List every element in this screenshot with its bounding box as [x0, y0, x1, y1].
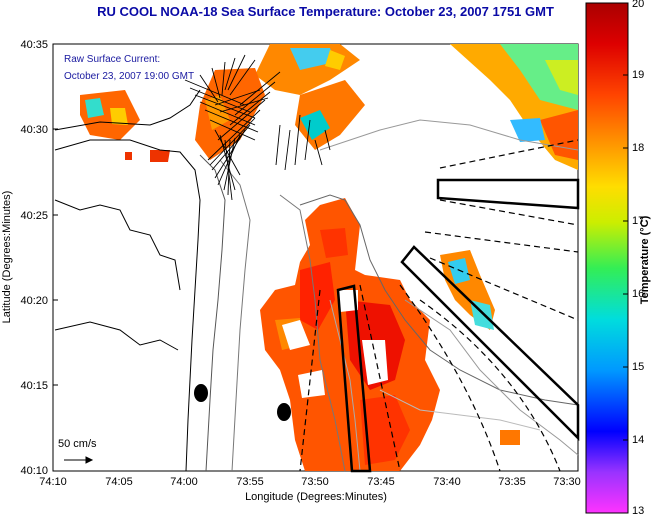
x-tick-label: 73:35	[498, 476, 526, 488]
y-ticks	[53, 43, 58, 472]
x-tick-label: 73:30	[553, 476, 581, 488]
scale-arrow	[64, 456, 94, 464]
colorbar-tick-label: 15	[632, 361, 644, 373]
annotation-line2: October 23, 2007 19:00 GMT	[64, 71, 194, 82]
x-tick-label: 73:50	[301, 476, 329, 488]
colorbar-ticks	[623, 74, 628, 441]
colorbar-tick-label: 16	[632, 288, 644, 300]
radar-station-marker	[194, 384, 208, 402]
y-axis-label: Latitude (Degrees:Minutes)	[1, 191, 13, 324]
x-tick-label: 73:45	[367, 476, 395, 488]
y-tick-label: 40:35	[20, 39, 48, 51]
radar-station-marker	[277, 403, 291, 421]
radar-beam-lines	[299, 139, 579, 472]
y-tick-label: 40:10	[20, 465, 48, 477]
colorbar-tick-label: 20	[632, 0, 644, 10]
surface-current-vectors	[184, 54, 331, 201]
transect-boxes	[336, 178, 580, 473]
y-tick-labels: 40:35 40:30 40:25 40:20 40:15 40:10	[20, 39, 48, 477]
colorbar-label: Temperature (°C)	[639, 215, 651, 304]
coastline-and-bathymetry	[54, 89, 579, 472]
y-tick-label: 40:25	[20, 210, 48, 222]
colorbar-tick-label: 18	[632, 142, 644, 154]
colorbar-tick-label: 13	[632, 505, 644, 517]
colorbar-tick-label: 19	[632, 69, 644, 81]
colorbar-tick-label: 17	[632, 215, 644, 227]
colorbar-tick-label: 14	[632, 434, 644, 446]
x-tick-label: 74:05	[105, 476, 133, 488]
x-tick-label: 73:55	[236, 476, 264, 488]
colorbar	[585, 2, 629, 514]
scale-label: 50 cm/s	[58, 438, 97, 450]
x-tick-label: 74:00	[170, 476, 198, 488]
y-tick-label: 40:30	[20, 124, 48, 136]
x-tick-label: 74:10	[39, 476, 67, 488]
annotation-line1: Raw Surface Current:	[64, 54, 160, 65]
y-tick-label: 40:20	[20, 295, 48, 307]
colorbar-tick-labels: 20 19 18 17 16 15 14 13	[632, 0, 644, 517]
map-title: RU COOL NOAA-18 Sea Surface Temperature:…	[97, 4, 554, 19]
x-tick-labels: 74:10 74:05 74:00 73:55 73:50 73:45 73:4…	[39, 476, 581, 488]
y-tick-label: 40:15	[20, 380, 48, 392]
x-tick-label: 73:40	[433, 476, 461, 488]
x-axis-label: Longitude (Degrees:Minutes)	[245, 491, 387, 503]
